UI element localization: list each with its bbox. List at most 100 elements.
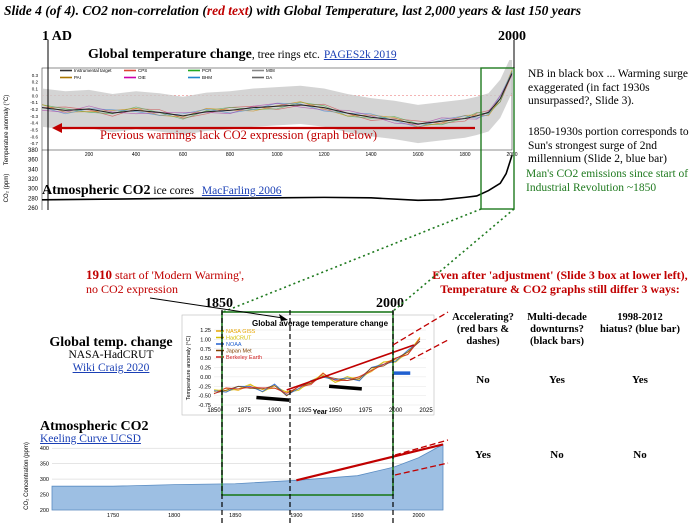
co2b-accel-bar xyxy=(296,443,444,482)
top-co2-ytick-1: 360 xyxy=(28,158,39,164)
bottom-green-box xyxy=(221,311,394,496)
top-temp-legend-1: CPS xyxy=(138,68,147,73)
top-temp-ylabel: Temperature anomaly (°C) xyxy=(4,95,10,165)
top-temp-xtick-4: 1000 xyxy=(271,152,282,158)
inner-xtick-6: 2000 xyxy=(389,408,403,414)
top-chart: Temperature anomaly (°C) CO₂ (ppm) 0.3 0.… xyxy=(4,60,518,212)
inner-legend-0: NASA GISS xyxy=(226,329,256,335)
inner-ytick-0: 1.25 xyxy=(200,328,211,334)
inner-ytick-6: -0.25 xyxy=(198,384,211,390)
top-co2-ylabel: CO₂ (ppm) xyxy=(4,174,10,203)
top-temp-legend-7: DA xyxy=(266,75,272,80)
top-temp-ytick-6: -0.3 xyxy=(30,114,38,119)
row2-hiatus: No xyxy=(633,449,647,461)
inner-xtick-3: 1925 xyxy=(298,408,312,414)
row1-multi-decade: Yes xyxy=(549,374,565,386)
co2b-ylabel: CO₂ Concentration (ppm) xyxy=(24,442,30,510)
top-temp-xtick-7: 1600 xyxy=(412,152,423,158)
top-temp-xtick-0: 200 xyxy=(85,152,94,158)
inner-ytick-1: 1.00 xyxy=(200,337,211,343)
header-accelerating: Accelerating? (red bars & dashes) xyxy=(452,312,514,347)
row2-accelerating: Yes xyxy=(475,449,491,461)
top-temp-ytick-2: 0.1 xyxy=(32,87,39,92)
inner-legend-4: Berkeley Earth xyxy=(226,355,262,361)
top-co2-ytick-6: 260 xyxy=(28,206,39,212)
label-2000-top: 2000 xyxy=(498,29,526,44)
top-temp-recon-2 xyxy=(41,69,513,128)
note-sun: 1850-1930s portion corresponds to Sun's … xyxy=(528,126,689,165)
row2-multi-decade: No xyxy=(550,449,564,461)
co2-bottom-block: Atmospheric CO2 Keeling Curve UCSD xyxy=(40,419,149,446)
co2b-xtick-2: 1850 xyxy=(229,513,241,519)
downturn-bar-1 xyxy=(256,395,290,402)
temp-heading: Global temperature change, tree rings et… xyxy=(88,47,397,62)
wiki-craig-link[interactable]: Wiki Craig 2020 xyxy=(72,362,150,374)
inner-ytick-8: -0.75 xyxy=(198,403,211,409)
inner-xtick-7: 2025 xyxy=(419,408,433,414)
inner-ytick-4: 0.25 xyxy=(200,366,211,372)
co2b-xtick-5: 2000 xyxy=(412,513,424,519)
macfarling-link[interactable]: MacFarling 2006 xyxy=(201,185,282,197)
top-temp-ytick-3: 0.0 xyxy=(32,93,39,98)
accel-dash-1 xyxy=(392,311,449,346)
inner-chart-ylabel: Temperature anomaly (°C) xyxy=(186,336,192,401)
top-temp-ytick-0: 0.3 xyxy=(32,73,39,78)
top-temp-legend-5: OIE xyxy=(138,75,146,80)
adjustment-note: Even after 'adjustment' (Slide 3 box at … xyxy=(432,268,688,296)
row1-hiatus: Yes xyxy=(632,374,648,386)
top-temp-xtick-1: 400 xyxy=(132,152,141,158)
label-2000-mid: 2000 xyxy=(376,296,404,311)
co2b-xtick-4: 1950 xyxy=(351,513,363,519)
accel-dash-3 xyxy=(394,439,449,456)
inner-xtick-4: 1950 xyxy=(328,408,342,414)
note-mans-co2: Man's CO2 emissions since start of Indus… xyxy=(526,168,689,194)
top-temp-xtick-2: 600 xyxy=(179,152,188,158)
top-temp-ytick-10: -0.7 xyxy=(30,141,38,146)
inner-legend-3: Japan Met xyxy=(226,349,252,355)
co2b-ytick-3: 250 xyxy=(40,493,49,499)
top-temp-legend-6: BHM xyxy=(202,75,212,80)
label-1ad: 1 AD xyxy=(42,29,72,44)
keeling-link[interactable]: Keeling Curve UCSD xyxy=(40,433,141,445)
pages2k-link[interactable]: PAGES2k 2019 xyxy=(323,49,397,61)
note-nb: NB in black box ... Warming surge exagge… xyxy=(528,68,688,107)
gtc-block: Global temp. change NASA-HadCRUT Wiki Cr… xyxy=(46,336,176,375)
top-temp-legend-3: M08 xyxy=(266,68,275,73)
inner-xtick-0: 1850 xyxy=(207,408,221,414)
top-temp-ytick-7: -0.4 xyxy=(30,121,38,126)
previous-warmings-label: Previous warmings lack CO2 expression (g… xyxy=(100,128,378,142)
slide-title: Slide 4 (of 4). CO2 non-correlation (red… xyxy=(4,3,582,18)
header-multi-decade: Multi-decade downturns? (black bars) xyxy=(527,312,587,347)
inner-ytick-3: 0.50 xyxy=(200,356,211,362)
top-temp-ytick-9: -0.6 xyxy=(30,134,38,139)
inner-ytick-5: 0.00 xyxy=(200,375,211,381)
previous-warmings-arrowhead xyxy=(52,123,62,133)
top-temp-ytick-5: -0.2 xyxy=(30,107,38,112)
top-co2-ytick-4: 300 xyxy=(28,187,39,193)
co2b-xtick-3: 1900 xyxy=(290,513,302,519)
top-co2-ytick-2: 340 xyxy=(28,167,39,173)
top-temp-xtick-5: 1200 xyxy=(318,152,329,158)
top-co2-line xyxy=(41,155,513,202)
modern-warming-note: 1910 start of 'Modern Warming', no CO2 e… xyxy=(86,267,245,297)
row1-accelerating: No xyxy=(476,374,490,386)
header-hiatus: 1998-2012 hiatus? (blue bar) xyxy=(600,312,680,335)
co2b-ytick-0: 400 xyxy=(40,446,49,452)
inner-xtick-1: 1875 xyxy=(238,408,252,414)
inner-chart-title: Global average temperature change xyxy=(252,319,389,328)
top-green-box xyxy=(480,67,515,210)
co2b-ytick-4: 200 xyxy=(40,508,49,514)
top-temp-ytick-8: -0.5 xyxy=(30,128,38,133)
inner-series-1 xyxy=(213,338,421,393)
top-temp-legend-2: PCR xyxy=(202,68,212,73)
co2b-area xyxy=(51,443,444,511)
inner-legend-1: HadCRUT xyxy=(226,336,252,342)
top-temp-legend-0: Instrumental target xyxy=(74,68,112,73)
inner-xtick-5: 1975 xyxy=(359,408,373,414)
accel-dash-2 xyxy=(409,339,449,361)
top-temp-xtick-8: 1800 xyxy=(459,152,470,158)
zoom-dotted-right xyxy=(391,208,515,313)
top-temp-xtick-9: 2000 xyxy=(506,152,517,158)
co2b-ytick-1: 350 xyxy=(40,462,49,468)
